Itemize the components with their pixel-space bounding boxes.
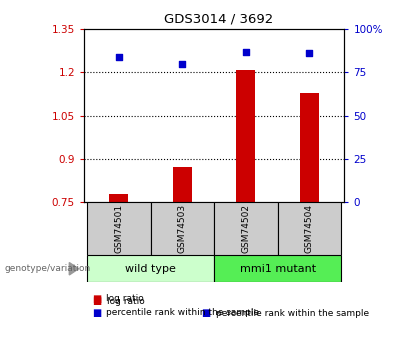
Text: log ratio: log ratio [107, 297, 145, 306]
Text: ■: ■ [92, 308, 102, 317]
Text: ■: ■ [202, 308, 211, 318]
Bar [236, 70, 255, 202]
Text: log ratio: log ratio [106, 294, 144, 303]
Bar [87, 202, 151, 255]
Bar [300, 92, 319, 202]
Bar [151, 202, 214, 255]
Text: GSM74502: GSM74502 [241, 204, 250, 253]
Text: wild type: wild type [125, 264, 176, 274]
Text: ■: ■ [92, 294, 102, 304]
Text: genotype/variation: genotype/variation [4, 264, 90, 273]
Text: GDS3014 / 3692: GDS3014 / 3692 [164, 12, 273, 25]
Bar [278, 202, 341, 255]
Bar [214, 255, 341, 282]
Text: GSM74504: GSM74504 [305, 204, 314, 253]
Text: mmi1 mutant: mmi1 mutant [240, 264, 316, 274]
Bar [173, 167, 192, 202]
Text: percentile rank within the sample: percentile rank within the sample [216, 309, 370, 318]
Bar [214, 202, 278, 255]
Point [306, 51, 313, 56]
Text: ■: ■ [92, 296, 102, 306]
Text: GSM74503: GSM74503 [178, 204, 187, 253]
Point [179, 61, 186, 67]
Bar [109, 194, 129, 202]
Point [116, 54, 122, 60]
Text: percentile rank within the sample: percentile rank within the sample [106, 308, 259, 317]
Bar [87, 255, 214, 282]
Point [243, 49, 249, 55]
Text: GSM74501: GSM74501 [114, 204, 123, 253]
